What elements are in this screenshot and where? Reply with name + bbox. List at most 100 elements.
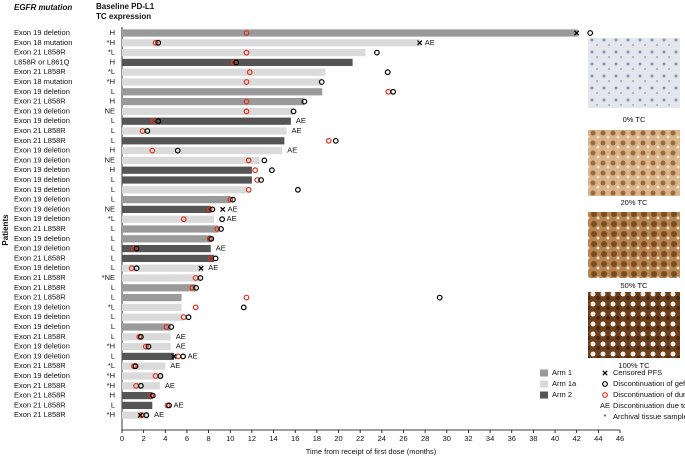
gefitinib-marker [155,118,162,125]
ae-label: AE [292,126,302,135]
mutation-label: Exon 21 L858R [14,273,66,282]
x-tick-label: 40 [551,434,559,443]
gefitinib-marker [133,265,140,272]
legend-swatch [540,369,548,377]
gefitinib-marker [269,167,275,174]
durvalumab-marker [149,147,156,154]
durvalumab-marker [254,177,261,183]
pdl1-label: L [111,253,115,262]
pdl1-label: L [111,224,115,233]
image-label: 20% TC [621,198,649,207]
legend-label: Archival tissue sample used [613,412,685,421]
bar [122,372,164,380]
mutation-label: Exon 19 deletion [14,28,70,37]
mutation-label: Exon 19 deletion [14,185,70,194]
legend-symbol [602,392,608,398]
bar [122,392,153,400]
durvalumab-marker [180,216,187,223]
mutation-label: Exon 19 deletion [14,302,70,311]
gefitinib-marker [240,304,247,311]
durvalumab-marker [142,343,149,350]
x-tick-label: 32 [464,434,472,443]
gefitinib-marker [301,98,308,105]
durvalumab-marker [206,206,213,213]
pdl1-label: *L [108,361,115,370]
images [588,38,680,358]
x-tick-label: 16 [291,434,299,443]
gefitinib-marker [138,333,144,340]
legend-swatch [540,380,548,388]
gefitinib-marker [143,412,150,419]
mutation-label: Exon 21 L858R [14,136,66,145]
legend-label: Arm 1 [552,368,572,377]
durvalumab-marker [246,69,253,76]
gefitinib-marker [436,294,443,301]
durvalumab-marker [243,98,250,105]
bar [122,88,323,96]
pdl1-label: *L [108,214,115,223]
mutation-label: Exon 19 deletion [14,175,70,184]
ae-label: AE [170,361,180,370]
mutation-label: Exon 21 L858R [14,126,66,135]
gefitinib-marker [390,88,397,95]
tissue-image [588,38,680,108]
mutation-label: Exon 18 mutation [14,38,72,47]
censored-marker [574,30,580,36]
mutation-label: Exon 21 L858R [14,391,66,400]
censored-marker [198,265,204,271]
pdl1-label: L [111,283,115,292]
mutation-label: Exon 21 L858R [14,67,66,76]
pdl1-label: L [111,185,115,194]
gefitinib-marker [290,108,297,115]
mutation-label: Exon 19 deletion [14,155,70,164]
durvalumab-marker [189,284,196,291]
pdl1-label: *H [107,342,115,351]
bar [122,274,202,282]
gefitinib-marker [174,147,181,154]
bar [122,352,174,360]
bar [122,107,294,115]
gefitinib-marker [133,245,140,252]
mutation-label: Exon 21 L858R [14,97,66,106]
x-tick-label: 14 [269,434,277,443]
mutation-label: Exon 19 deletion [14,322,70,331]
gefitinib-marker [384,69,391,76]
legend-symbol: AE [600,401,610,410]
gefitinib-marker [233,59,240,66]
pdl1-label: *H [107,38,115,47]
bar [122,411,150,419]
gefitinib-marker [587,30,594,36]
durvalumab-marker [243,49,250,56]
censored-marker [137,412,144,418]
bar [122,333,171,341]
mutation-label: Exon 19 deletion [14,116,70,125]
pdl1-label: L [111,244,115,253]
x-tick-label: 24 [378,434,386,443]
image-label: 50% TC [621,281,649,290]
mutation-label: Exon 19 deletion [14,165,70,174]
tissue-image [588,292,680,358]
gefitinib-marker [132,363,139,370]
durvalumab-marker [192,304,199,311]
ae-label: AE [228,204,238,213]
x-tick-label: 26 [399,434,407,443]
mutation-label: Exon 19 deletion [14,106,70,115]
pdl1-label: L [111,126,115,135]
censored-marker [171,353,177,360]
gefitinib-marker [145,343,152,350]
x-tick-label: 4 [163,434,167,443]
bar [122,29,578,37]
legend-symbol [602,370,608,376]
x-axis-label: Time from receipt of first dose (months) [306,447,437,456]
gefitinib-marker [168,324,175,330]
durvalumab-marker [243,30,250,36]
bar [122,254,215,262]
gefitinib-marker [166,402,172,409]
ae-label: AE [154,410,164,419]
legend-label: Discontinuation due to AE [613,401,685,410]
pdl1-label: NE [105,106,115,115]
mutation-label: Exon 21 L858R [14,283,66,292]
x-tick-label: 44 [594,434,602,443]
bar [122,58,353,66]
bar [122,186,247,194]
